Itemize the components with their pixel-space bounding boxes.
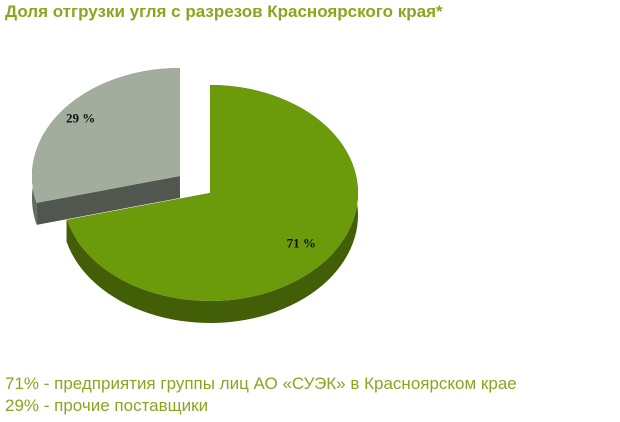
pie: 29 % 71 % (31, 68, 358, 323)
chart-title: Доля отгрузки угля с разрезов Красноярск… (5, 2, 443, 21)
slice-top (31, 68, 180, 203)
slice (31, 68, 180, 225)
data-label: 71 % (287, 236, 316, 251)
slice (66, 85, 358, 323)
legend-entry: 71% - предприятия группы лиц АО «СУЭК» в… (5, 374, 517, 393)
legend: 71% - предприятия группы лиц АО «СУЭК» в… (5, 374, 517, 415)
slice-top (66, 85, 358, 301)
slice-cut (36, 176, 180, 225)
legend-entry: 29% - прочие поставщики (5, 396, 208, 415)
data-label: 29 % (66, 111, 95, 126)
